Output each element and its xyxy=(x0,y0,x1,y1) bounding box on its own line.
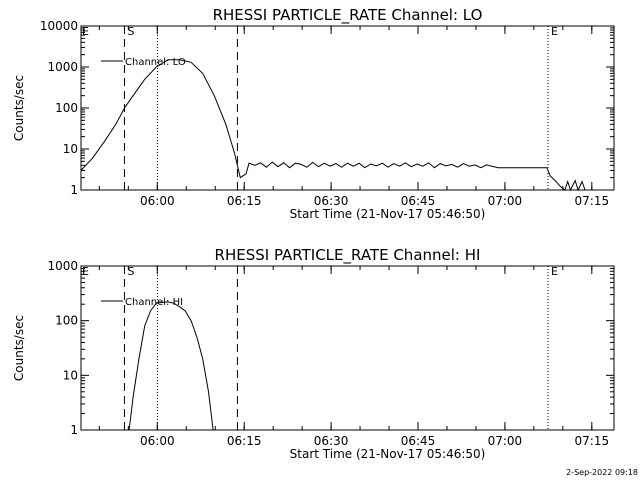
series-line-hi xyxy=(128,301,214,431)
y-tick-label: 10 xyxy=(63,142,78,156)
generated-timestamp: 2-Sep-2022 09:18 xyxy=(566,468,638,477)
y-axis-label: Counts/sec xyxy=(12,315,26,381)
y-axis-label: Counts/sec xyxy=(12,75,26,141)
x-tick-label: 06:30 xyxy=(314,194,349,208)
series-line-lo xyxy=(80,59,586,192)
x-tick-label: 06:30 xyxy=(314,434,349,448)
x-tick-label: 07:15 xyxy=(575,434,610,448)
corner-marker-label: E xyxy=(82,265,89,278)
x-tick-label: 06:45 xyxy=(401,434,436,448)
time-marker-label: S xyxy=(127,265,134,278)
y-tick-label: 10000 xyxy=(40,19,78,33)
y-tick-label: 100 xyxy=(55,314,78,328)
y-tick-label: 1000 xyxy=(47,259,78,273)
y-tick-label: 1 xyxy=(70,423,78,437)
panel-hi: RHESSI PARTICLE_RATE Channel: HI 1 10 100 10… xyxy=(12,246,615,461)
x-tick-label: 06:45 xyxy=(401,194,436,208)
legend-label: Channel: LO xyxy=(125,57,186,68)
legend-label: Channel: HI xyxy=(125,297,183,308)
y-tick-label: 1 xyxy=(70,183,78,197)
chart-title-lo: RHESSI PARTICLE_RATE Channel: LO xyxy=(213,6,483,25)
x-tick-label: 06:15 xyxy=(227,434,262,448)
time-marker-label: S xyxy=(127,25,134,38)
y-tick-label: 1000 xyxy=(47,60,78,74)
x-axis-label: Start Time (21-Nov-17 05:46:50) xyxy=(290,207,486,221)
x-tick-label: 06:15 xyxy=(227,194,262,208)
panel-lo: RHESSI PARTICLE_RATE Channel: LO 1 10 100 10… xyxy=(12,6,615,221)
chart-title-hi: RHESSI PARTICLE_RATE Channel: HI xyxy=(215,246,481,265)
time-marker-label: E xyxy=(551,25,558,38)
plot-frame-lo xyxy=(80,25,615,191)
x-axis-label: Start Time (21-Nov-17 05:46:50) xyxy=(290,447,486,461)
corner-marker-label: E xyxy=(82,25,89,38)
x-tick-label: 06:00 xyxy=(140,194,175,208)
y-tick-label: 10 xyxy=(63,368,78,382)
y-tick-label: 100 xyxy=(55,101,78,115)
x-tick-label: 07:00 xyxy=(488,194,523,208)
x-tick-label: 07:00 xyxy=(488,434,523,448)
plot-frame-hi xyxy=(80,265,615,431)
x-tick-label: 07:15 xyxy=(575,194,610,208)
time-marker-label: E xyxy=(551,265,558,278)
x-tick-label: 06:00 xyxy=(140,434,175,448)
